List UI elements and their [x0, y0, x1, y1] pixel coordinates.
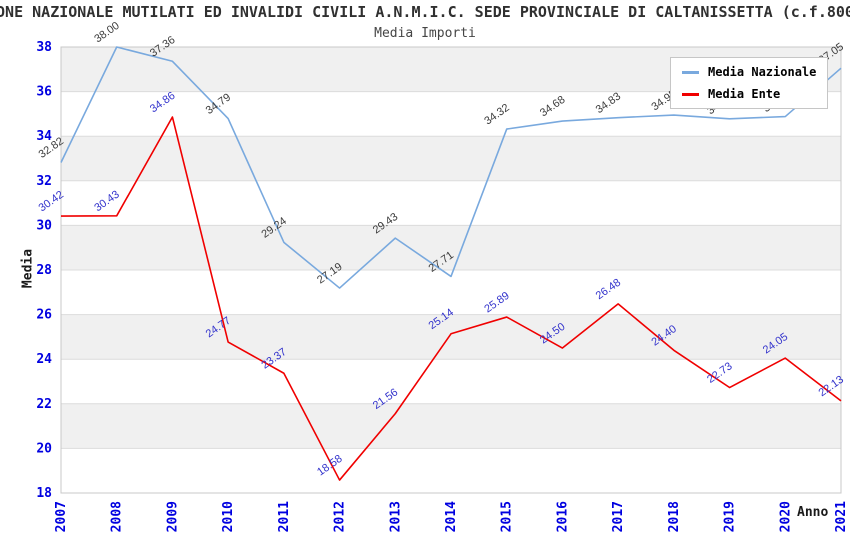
x-tick-label: 2015 [500, 501, 515, 532]
chart-title: ONE NAZIONALE MUTILATI ED INVALIDI CIVIL… [0, 3, 850, 21]
x-tick-label: 2011 [277, 501, 292, 532]
plot-border [60, 46, 842, 494]
y-tick-label: 36 [36, 85, 52, 100]
y-tick-label: 22 [36, 397, 52, 412]
media-nazionale-line [60, 46, 842, 289]
chart-subtitle: Media Importi [374, 26, 476, 41]
y-tick-label: 28 [36, 263, 52, 278]
y-tick-label: 26 [36, 308, 52, 323]
blue-line-swatch-icon [682, 70, 699, 74]
x-tick-label: 2019 [723, 501, 738, 532]
y-tick-label: 18 [36, 486, 52, 501]
y-tick-label: 30 [36, 218, 52, 233]
y-tick-label: 34 [36, 129, 52, 144]
red-line-swatch-icon [682, 92, 699, 96]
plot-band [61, 448, 841, 493]
legend-item-media-ente: Media Ente [682, 87, 816, 101]
x-tick-label: 2007 [54, 501, 69, 532]
plot-band [61, 225, 841, 270]
plot-band [61, 270, 841, 315]
plot-band [61, 359, 841, 404]
plot-band [61, 136, 841, 181]
legend-label: Media Nazionale [708, 65, 817, 79]
x-tick-label: 2020 [778, 501, 793, 532]
x-tick-label: 2016 [555, 501, 570, 532]
y-tick-label: 24 [36, 352, 52, 367]
point-label: 38.00 [92, 20, 121, 46]
x-tick-label: 2010 [221, 501, 236, 532]
legend: Media Nazionale Media Ente [670, 57, 829, 109]
y-tick-label: 38 [36, 40, 52, 55]
y-tick-label: 20 [36, 441, 52, 456]
x-axis-title: Anno [797, 505, 829, 520]
legend-label: Media Ente [708, 87, 781, 101]
x-tick-label: 2021 [834, 501, 849, 532]
x-tick-label: 2008 [110, 501, 125, 532]
plot-band [61, 314, 841, 360]
media-ente-line [60, 116, 842, 481]
x-tick-label: 2017 [611, 501, 626, 532]
x-tick-label: 2013 [388, 501, 403, 532]
x-tick-label: 2012 [333, 501, 348, 532]
plot-band [61, 403, 841, 449]
x-tick-label: 2014 [444, 501, 459, 532]
x-tick-label: 2018 [667, 501, 682, 532]
y-tick-label: 32 [36, 174, 52, 189]
plot-band [61, 180, 841, 226]
x-tick-label: 2009 [165, 501, 180, 532]
legend-item-media-nazionale: Media Nazionale [682, 65, 816, 79]
